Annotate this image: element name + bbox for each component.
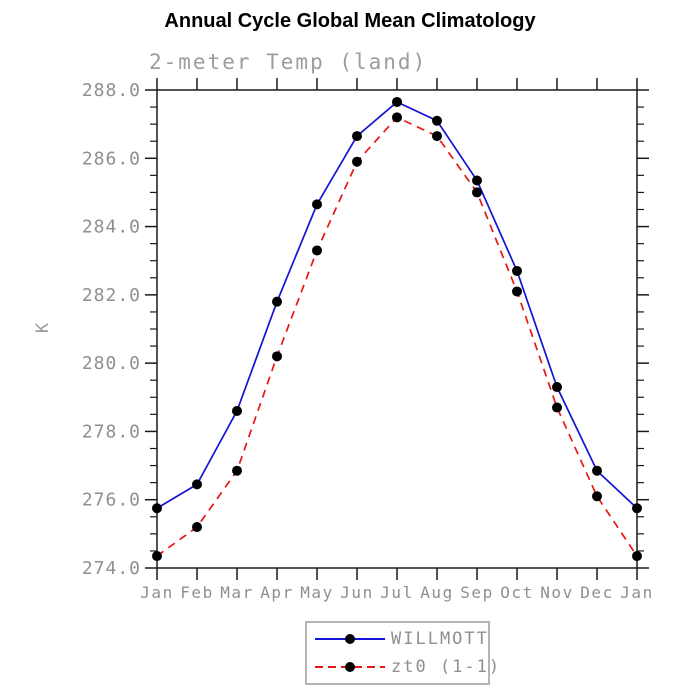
x-tick-label: Apr <box>260 583 293 602</box>
data-point <box>392 96 402 107</box>
data-point <box>192 479 202 490</box>
legend-row-zt0: zt0 (1-1) <box>307 655 499 679</box>
x-tick-label: Sep <box>460 583 493 602</box>
chart-subtitle: 2-meter Temp (land) <box>149 50 428 74</box>
data-point <box>552 382 562 393</box>
x-tick-label: Jan <box>620 583 653 602</box>
legend-label-zt0: zt0 (1-1) <box>391 657 502 677</box>
y-tick-label: 274.0 <box>82 558 141 579</box>
data-point <box>192 522 202 533</box>
series-line-1 <box>156 116 638 557</box>
data-point <box>632 503 642 514</box>
x-tick-label: Nov <box>540 583 573 602</box>
y-tick-label: 286.0 <box>82 148 141 169</box>
y-tick-label: 276.0 <box>82 490 141 511</box>
legend: WILLMOTT zt0 (1-1) <box>305 621 499 685</box>
x-tick-label: Jun <box>340 583 373 602</box>
data-point <box>312 245 322 256</box>
data-point <box>592 465 602 476</box>
data-point <box>152 503 162 514</box>
data-point <box>392 112 402 123</box>
data-point <box>232 465 242 476</box>
data-point <box>432 115 442 126</box>
y-tick-label: 284.0 <box>82 217 141 238</box>
data-point <box>232 405 242 416</box>
data-point <box>272 351 282 362</box>
data-point <box>272 296 282 307</box>
data-point <box>352 156 362 167</box>
legend-line-dashed-icon <box>315 662 385 672</box>
x-tick-label: May <box>300 583 333 602</box>
legend-line-solid-icon <box>315 634 385 644</box>
y-tick-label: 278.0 <box>82 421 141 442</box>
data-point <box>432 131 442 142</box>
data-point <box>312 199 322 210</box>
data-point <box>472 187 482 198</box>
data-point <box>512 286 522 297</box>
legend-row-willmott: WILLMOTT <box>307 627 488 651</box>
y-tick-label: 282.0 <box>82 285 141 306</box>
series-line-0 <box>156 100 638 509</box>
x-tick-label: Oct <box>500 583 533 602</box>
data-point <box>152 551 162 562</box>
x-tick-label: Mar <box>220 583 253 602</box>
data-point <box>352 131 362 142</box>
chart-title: Annual Cycle Global Mean Climatology <box>164 10 536 32</box>
x-tick-label: Aug <box>420 583 453 602</box>
x-tick-label: Jan <box>140 583 173 602</box>
y-tick-label: 288.0 <box>82 80 141 101</box>
data-point <box>552 402 562 413</box>
data-point <box>512 265 522 276</box>
x-tick-label: Feb <box>180 583 213 602</box>
legend-label-willmott: WILLMOTT <box>391 629 489 649</box>
x-tick-label: Jul <box>380 583 413 602</box>
x-tick-label: Dec <box>580 583 613 602</box>
data-point <box>472 175 482 186</box>
data-point <box>592 491 602 502</box>
y-tick-label: 280.0 <box>82 353 141 374</box>
data-point <box>632 551 642 562</box>
